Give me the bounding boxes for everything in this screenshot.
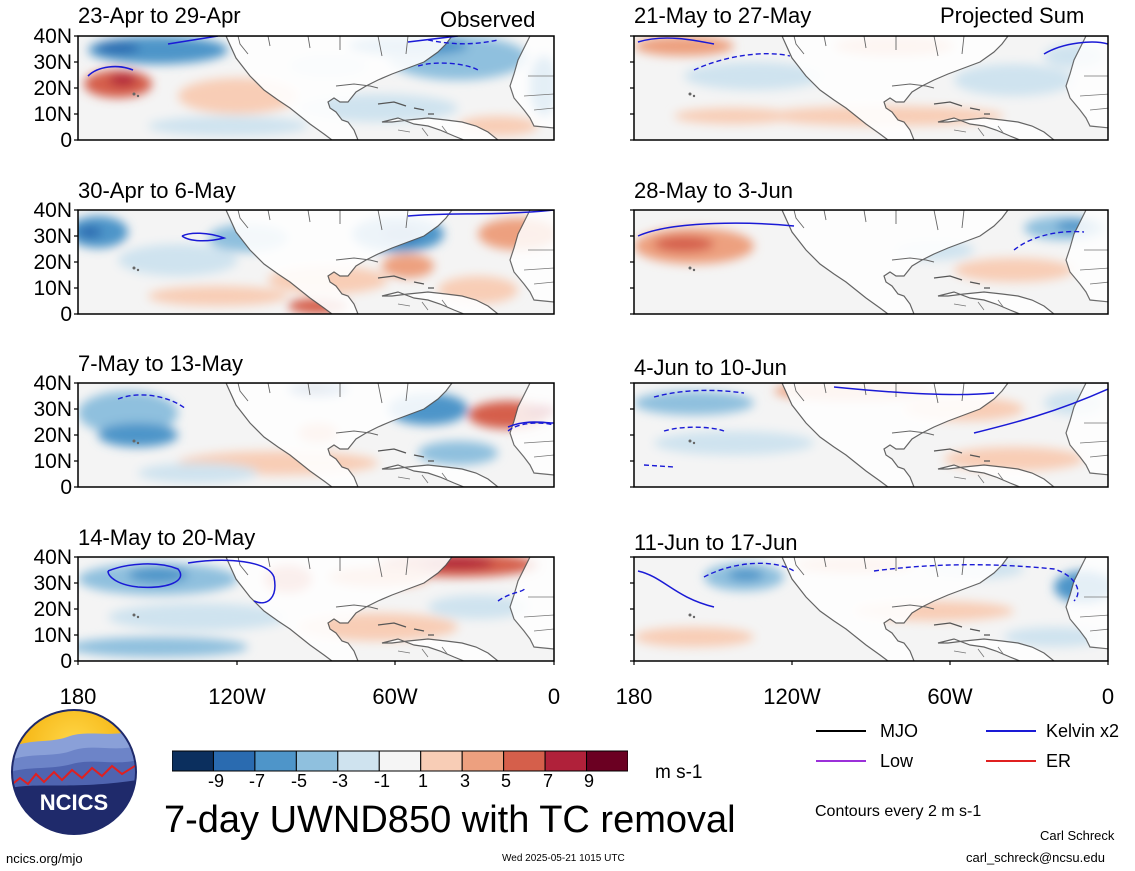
lat-label-0: 0 — [60, 303, 72, 326]
lat-label-20n: 20N — [33, 598, 72, 621]
panel-title-right-4: 11-Jun to 17-Jun — [634, 530, 798, 555]
lat-label-20n: 20N — [33, 424, 72, 447]
colorbar-units: m s-1 — [655, 762, 703, 783]
colorbar-swatch — [461, 750, 505, 772]
panel-title-left-2: 30-Apr to 6-May — [78, 178, 236, 203]
lat-label-20n: 20N — [33, 77, 72, 100]
ncics-logo-text: NCICS — [40, 790, 108, 815]
lat-label-40n: 40N — [33, 199, 72, 222]
colorbar-swatch — [503, 750, 546, 772]
colorbar-tick: 5 — [500, 771, 511, 791]
lat-label-40n: 40N — [33, 372, 72, 395]
legend-label-low: Low — [880, 751, 914, 771]
lat-label-0: 0 — [60, 129, 72, 152]
lat-label-0: 0 — [60, 650, 72, 673]
lon-label-120w: 120W — [208, 684, 266, 709]
lat-label-10n: 10N — [33, 103, 72, 126]
colorbar — [172, 750, 628, 772]
lon-label-60w: 60W — [372, 684, 418, 709]
colorbar-tick: -5 — [290, 771, 307, 791]
lon-label-0: 0 — [1101, 684, 1115, 709]
lat-label-10n: 10N — [33, 624, 72, 647]
panel-title-right-3: 4-Jun to 10-Jun — [634, 355, 787, 380]
panel-title-left-1: 23-Apr to 29-Apr — [78, 3, 241, 28]
footer-url[interactable]: ncics.org/mjo — [6, 851, 83, 866]
colorbar-swatch — [212, 750, 256, 772]
lon-label-180: 180 — [59, 684, 97, 709]
panel-title-right-2: 28-May to 3-Jun — [634, 178, 793, 203]
footer-email[interactable]: carl_schreck@ncsu.edu — [966, 850, 1105, 865]
lat-label-40n: 40N — [33, 546, 72, 569]
colorbar-swatch — [420, 750, 463, 772]
lon-label-180: 180 — [615, 684, 653, 709]
figure-title: 7-day UWND850 with TC removal — [164, 799, 736, 841]
colorbar-swatches — [172, 750, 628, 772]
colorbar-tick: 1 — [417, 771, 428, 791]
colorbar-swatch — [544, 750, 588, 772]
map-panels — [74, 35, 1109, 665]
colorbar-swatch — [254, 750, 297, 772]
lon-label-120w: 120W — [763, 684, 821, 709]
colorbar-swatch — [172, 750, 214, 772]
legend-lines-left — [816, 730, 866, 762]
legend-label-kelvin: Kelvin x2 — [1046, 721, 1120, 741]
observed-column-title: Observed — [440, 7, 536, 32]
colorbar-tick: -3 — [331, 771, 348, 791]
panel-title-right-1: 21-May to 27-May — [634, 3, 812, 28]
colorbar-tick: -9 — [207, 771, 224, 791]
lat-label-10n: 10N — [33, 277, 72, 300]
ncics-logo[interactable]: NCICS — [10, 708, 138, 836]
legend-label-mjo: MJO — [880, 721, 918, 741]
colorbar-swatch — [586, 750, 628, 772]
colorbar-swatch — [295, 750, 339, 772]
lat-label-0: 0 — [60, 476, 72, 499]
lat-label-20n: 20N — [33, 251, 72, 274]
footer-author: Carl Schreck — [1040, 828, 1115, 843]
colorbar-swatch — [337, 750, 380, 772]
colorbar-tick: 3 — [459, 771, 470, 791]
contours-note: Contours every 2 m s-1 — [815, 803, 982, 820]
panel-title-left-4: 14-May to 20-May — [78, 525, 256, 550]
legend-lines-right — [986, 730, 1036, 762]
lat-label-30n: 30N — [33, 51, 72, 74]
colorbar-tick: -1 — [373, 771, 390, 791]
colorbar-tick: 7 — [542, 771, 553, 791]
colorbar-tick: 9 — [583, 771, 594, 791]
lat-label-30n: 30N — [33, 398, 72, 421]
lon-label-0: 0 — [547, 684, 561, 709]
footer-timestamp: Wed 2025-05-21 1015 UTC — [502, 853, 625, 864]
projected-column-title: Projected Sum — [940, 3, 1085, 28]
lon-label-60w: 60W — [927, 684, 973, 709]
colorbar-tick: -7 — [248, 771, 265, 791]
legend-label-er: ER — [1046, 751, 1072, 771]
lat-label-30n: 30N — [33, 572, 72, 595]
panel-title-left-3: 7-May to 13-May — [78, 351, 244, 376]
colorbar-swatch — [378, 750, 422, 772]
lat-label-10n: 10N — [33, 450, 72, 473]
lat-label-40n: 40N — [33, 25, 72, 48]
lat-label-30n: 30N — [33, 225, 72, 248]
